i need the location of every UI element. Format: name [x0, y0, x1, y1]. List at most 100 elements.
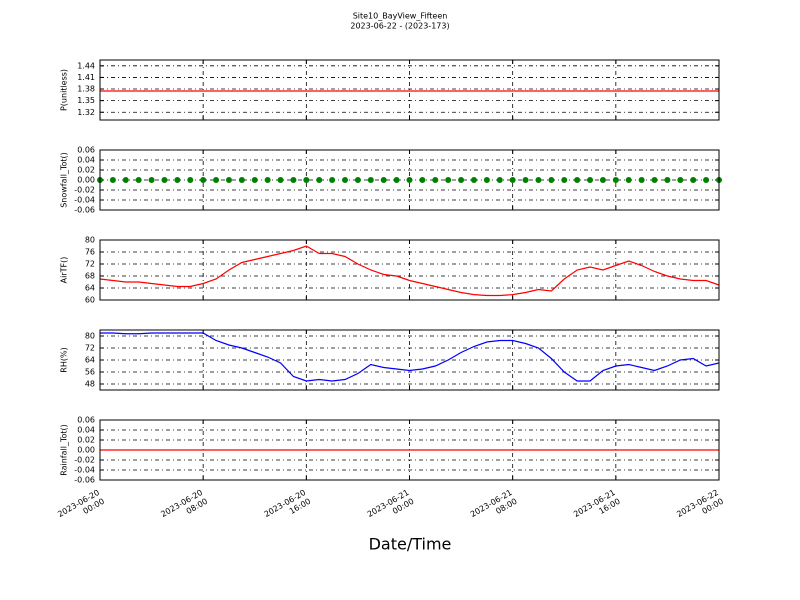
data-line	[100, 332, 720, 382]
x-tick-label: 2023-06-20 00:00	[56, 488, 106, 528]
chart-title: Site10_BayView_Fifteen	[353, 12, 448, 21]
data-point	[251, 177, 258, 183]
y-tick-label: 64	[85, 356, 95, 365]
data-point	[277, 177, 284, 183]
data-point	[638, 177, 645, 183]
y-tick-label: 76	[85, 248, 95, 257]
data-point	[651, 177, 658, 183]
data-point	[187, 177, 194, 183]
data-point	[200, 177, 207, 183]
y-tick-label: -0.02	[74, 186, 95, 195]
y-tick-label: 0.00	[77, 446, 95, 455]
y-tick-label: 0.06	[77, 416, 95, 425]
data-point	[367, 177, 374, 183]
data-point	[483, 177, 490, 183]
data-point	[225, 177, 232, 183]
plot-frame	[99, 239, 720, 301]
y-tick-label: 68	[85, 272, 95, 281]
data-point	[380, 177, 387, 183]
data-point	[329, 177, 336, 183]
data-point	[213, 177, 220, 183]
y-tick-label: 72	[85, 260, 95, 269]
data-point	[561, 177, 568, 183]
data-point	[599, 177, 606, 183]
data-point	[548, 177, 555, 183]
y-tick-label: 0.00	[77, 176, 95, 185]
plot-frame	[99, 59, 720, 121]
y-tick-label: 56	[85, 368, 95, 377]
y-axis-label: P(unitless)	[60, 69, 69, 111]
y-tick-label: 64	[85, 284, 95, 293]
data-point	[264, 177, 271, 183]
data-point	[677, 177, 684, 183]
data-point	[470, 177, 477, 183]
data-point	[574, 177, 581, 183]
x-tick-label: 2023-06-20 08:00	[159, 488, 209, 528]
y-tick-label: 1.35	[77, 96, 95, 105]
plot-frame	[99, 419, 720, 481]
data-point	[174, 177, 181, 183]
x-tick-label: 2023-06-21 08:00	[469, 488, 519, 528]
y-axis-label: AirTF()	[60, 257, 69, 284]
y-tick-label: -0.04	[74, 196, 95, 205]
data-point	[445, 177, 452, 183]
data-point	[587, 177, 594, 183]
data-point	[612, 177, 619, 183]
y-tick-label: 1.41	[77, 73, 95, 82]
data-point	[535, 177, 542, 183]
data-point	[342, 177, 349, 183]
data-point	[432, 177, 439, 183]
data-point	[122, 177, 129, 183]
y-tick-label: 60	[85, 296, 95, 305]
y-tick-label: -0.06	[74, 476, 95, 485]
data-point	[290, 177, 297, 183]
y-tick-label: 80	[85, 236, 95, 245]
chart-subtitle: 2023-06-22 - (2023-173)	[350, 22, 449, 31]
y-tick-label: 1.38	[77, 85, 95, 94]
y-tick-label: 1.44	[77, 61, 95, 70]
x-tick-label: 2023-06-21 00:00	[366, 488, 416, 528]
data-point	[522, 177, 529, 183]
plot-frame	[99, 329, 720, 391]
data-point	[148, 177, 155, 183]
data-line	[99, 245, 720, 297]
data-point	[496, 177, 503, 183]
data-point	[109, 177, 116, 183]
y-tick-label: 0.04	[77, 156, 95, 165]
data-point	[354, 177, 361, 183]
y-tick-label: -0.06	[74, 206, 95, 215]
y-tick-label: 0.02	[77, 166, 95, 175]
y-axis-label: Snowfall_Tot()	[60, 152, 69, 208]
y-axis-label: RH(%)	[60, 347, 69, 372]
data-point	[625, 177, 632, 183]
data-point	[316, 177, 323, 183]
data-point	[393, 177, 400, 183]
y-tick-label: -0.04	[74, 466, 95, 475]
y-axis-label: Rainfall_Tot()	[60, 424, 69, 476]
data-point	[690, 177, 697, 183]
data-point	[161, 177, 168, 183]
x-tick-label: 2023-06-21 16:00	[572, 488, 622, 528]
data-point	[458, 177, 465, 183]
data-point	[303, 177, 310, 183]
x-tick-label: 2023-06-20 16:00	[263, 488, 313, 528]
data-point	[238, 177, 245, 183]
data-point	[135, 177, 142, 183]
data-point	[509, 177, 516, 183]
y-tick-label: 0.02	[77, 436, 95, 445]
plot-frame	[99, 149, 720, 211]
x-tick-label: 2023-06-22 00:00	[675, 488, 725, 528]
data-point	[406, 177, 413, 183]
y-tick-label: 80	[85, 332, 95, 341]
y-tick-label: 1.32	[77, 108, 95, 117]
y-tick-label: 72	[85, 344, 95, 353]
y-tick-label: -0.02	[74, 456, 95, 465]
data-point	[703, 177, 710, 183]
y-tick-label: 0.06	[77, 146, 95, 155]
x-axis-label: Date/Time	[369, 535, 452, 554]
y-tick-label: 48	[85, 380, 95, 389]
data-point	[419, 177, 426, 183]
y-tick-label: 0.04	[77, 426, 95, 435]
